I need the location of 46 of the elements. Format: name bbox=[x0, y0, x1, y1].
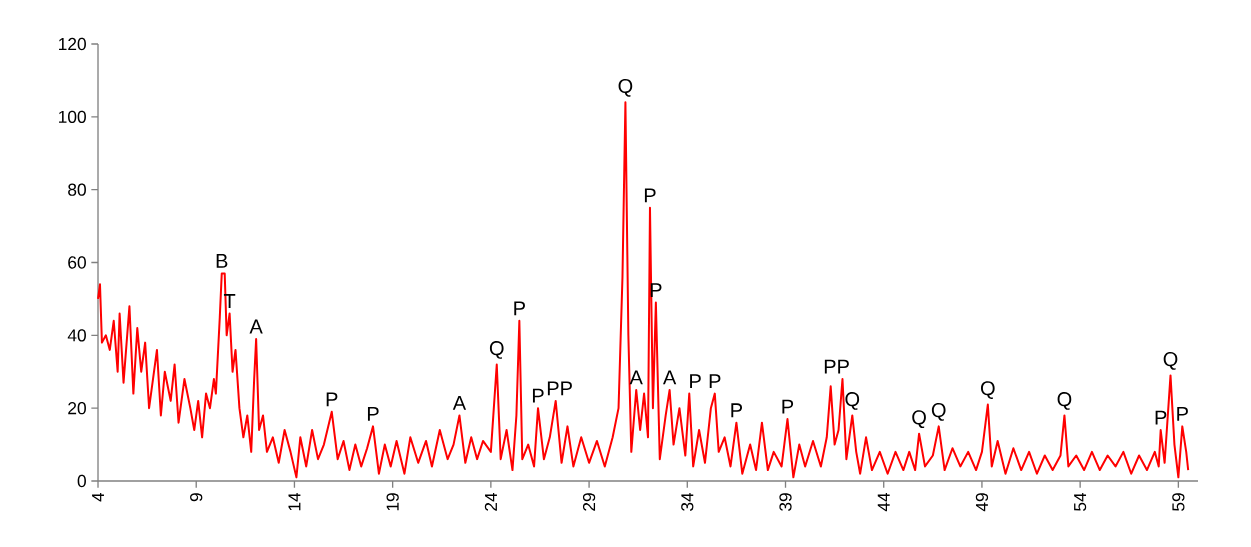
annotation: Q bbox=[845, 392, 860, 410]
annotation: A bbox=[629, 370, 643, 385]
annotation: Q bbox=[489, 341, 504, 359]
y-tick-label: 0 bbox=[77, 474, 86, 488]
annotation: Q bbox=[1057, 392, 1072, 410]
annotation: A bbox=[662, 370, 677, 385]
annotation: P bbox=[367, 407, 379, 421]
line-series bbox=[97, 101, 1190, 479]
annotation: P bbox=[514, 301, 525, 316]
annotation: B bbox=[216, 254, 228, 268]
annotation: Q bbox=[912, 410, 926, 429]
annotation: P bbox=[782, 399, 794, 414]
x-tick-label: 14 bbox=[288, 492, 301, 511]
annotation: Q bbox=[980, 381, 995, 399]
annotation: P bbox=[709, 374, 721, 388]
x-tick-label: 29 bbox=[582, 493, 596, 511]
annotation: PP bbox=[824, 359, 849, 374]
annotation: PP bbox=[547, 381, 572, 396]
annotation: P bbox=[644, 188, 656, 203]
x-tick-label: 4 bbox=[92, 492, 104, 502]
annotation: P bbox=[532, 388, 544, 403]
x-tick-label: 54 bbox=[1074, 492, 1087, 511]
y-tick-label: 120 bbox=[59, 37, 86, 51]
annotation: A bbox=[249, 319, 263, 334]
annotation: P bbox=[731, 403, 742, 418]
annotation: A bbox=[452, 396, 467, 410]
x-tick-label: 19 bbox=[386, 493, 399, 511]
annotation: P bbox=[326, 392, 338, 407]
y-tick-label: 60 bbox=[68, 256, 86, 269]
annotation: Q bbox=[931, 403, 946, 421]
x-tick-label: 44 bbox=[877, 492, 890, 512]
x-tick-label: 49 bbox=[975, 493, 989, 512]
annotation: Q bbox=[618, 78, 633, 97]
annotation: P bbox=[1177, 407, 1188, 421]
x-tick-label: 59 bbox=[1172, 493, 1185, 511]
annotation: P bbox=[690, 374, 701, 388]
x-tick-label: 34 bbox=[681, 492, 694, 511]
y-tick-label: 100 bbox=[59, 110, 86, 123]
annotation: Q bbox=[1163, 352, 1178, 370]
y-tick-label: 80 bbox=[68, 183, 86, 196]
x-tick-label: 9 bbox=[190, 493, 203, 502]
y-tick-label: 20 bbox=[68, 402, 86, 415]
x-tick-label: 24 bbox=[484, 492, 497, 511]
y-tick-label: 40 bbox=[67, 329, 86, 342]
x-tick-label: 39 bbox=[779, 493, 792, 511]
annotation: P bbox=[1155, 410, 1167, 425]
